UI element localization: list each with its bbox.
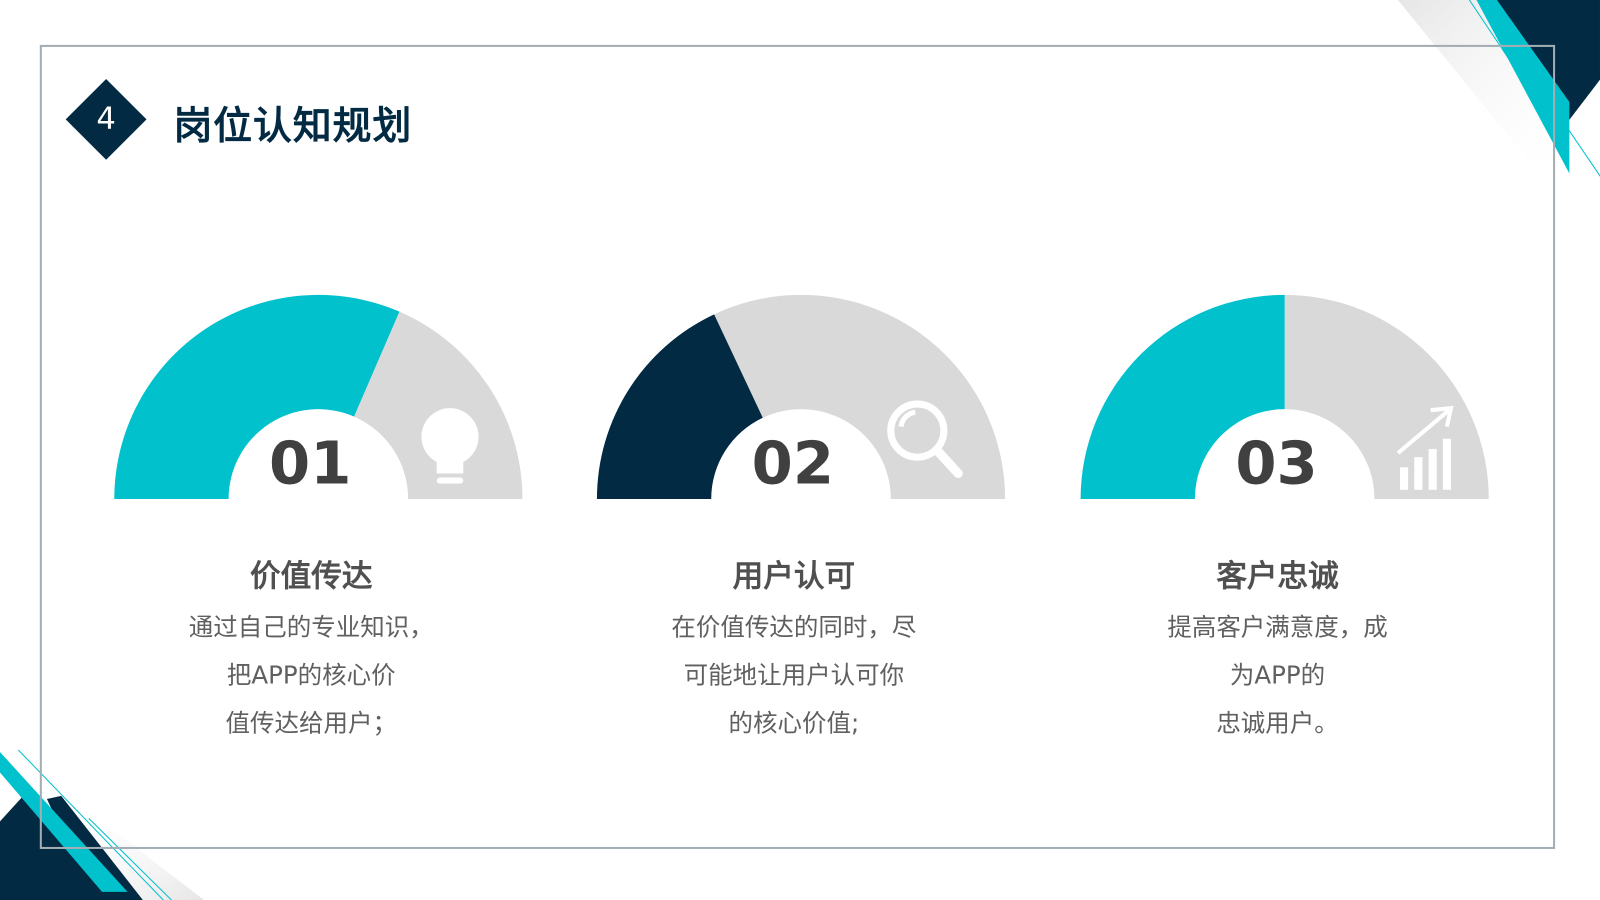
gauge-fill [114, 294, 400, 499]
gauge-track [1284, 294, 1489, 499]
description-line: 忠诚用户。 [1216, 709, 1339, 738]
card-description: 在价值传达的同时，尽 可能地让用户认可你 的核心价值; [631, 604, 958, 748]
card-title: 价值传达 [249, 559, 373, 595]
gauge-fill [1080, 294, 1285, 499]
section-number: 4 [96, 101, 116, 137]
description-line: 在价值传达的同时，尽 [671, 613, 917, 642]
gauge-fill [596, 314, 763, 499]
gauge-track [354, 311, 523, 499]
content-frame [39, 44, 1556, 849]
description-line: 通过自己的专业知识， [188, 613, 434, 642]
gauge-track [714, 294, 1006, 499]
description-line: 把APP的核心价 [226, 661, 396, 690]
gauge-02 [596, 294, 1006, 499]
gauge-number: 01 [269, 428, 352, 498]
card-title: 客户忠诚 [1216, 559, 1339, 595]
gauge-number: 03 [1235, 428, 1318, 498]
description-line: 可能地让用户认可你 [683, 661, 905, 690]
description-line: 值传达给用户； [225, 709, 397, 738]
card-description: 提高客户满意度，成 为APP的忠诚用户。 [1114, 604, 1441, 748]
magnifier-icon [887, 400, 963, 479]
lightbulb-icon [421, 408, 479, 484]
card-title: 用户认可 [732, 559, 856, 595]
growth-chart-icon [1396, 405, 1454, 490]
description-line: 的核心价值; [728, 709, 860, 738]
description-line: 提高客户满意度，成 [1167, 613, 1388, 642]
gauge-01 [114, 294, 523, 499]
gauge-number: 02 [751, 428, 835, 498]
description-line: 为APP的 [1229, 661, 1326, 690]
card-description: 通过自己的专业知识， 把APP的核心价 值传达给用户； [148, 604, 475, 748]
gauge-03 [1080, 294, 1489, 499]
slide-title: 岗位认知规划 [173, 103, 413, 148]
